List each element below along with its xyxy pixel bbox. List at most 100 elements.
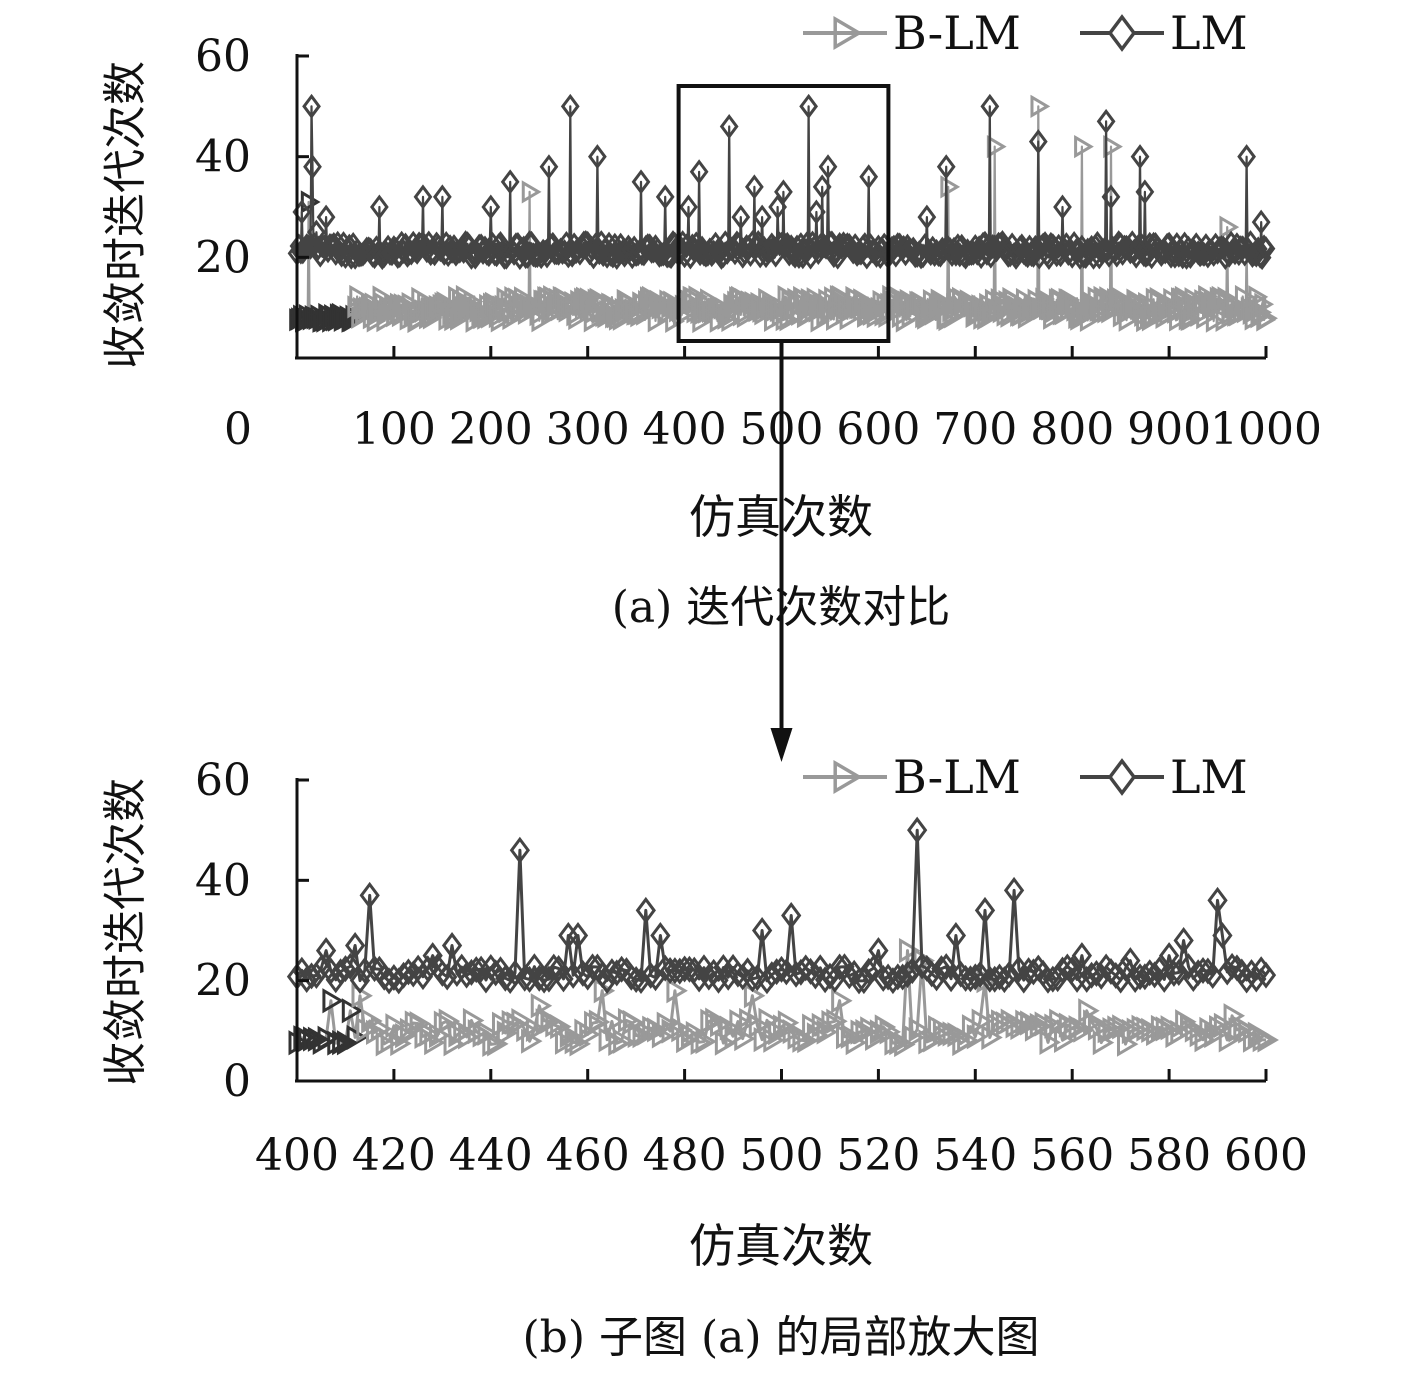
chart-a-lm-point — [869, 234, 888, 260]
chart-b-lm-point — [693, 954, 715, 982]
chart-a-x-tick-label: 100 — [352, 404, 436, 455]
chart-b-lm-point — [853, 967, 874, 995]
chart-b-x-tick-label: 440 — [449, 1130, 533, 1181]
chart-a-lm-point — [316, 204, 336, 230]
chart-a-series-layer — [287, 93, 1278, 334]
chart-b-b-lm-point — [322, 988, 344, 1014]
chart-a-series-b-lm-markers — [289, 94, 1278, 334]
chart-b-lm-point — [640, 961, 661, 989]
chart-b-lm-point — [810, 954, 831, 982]
chart-a-b-lm-point — [1030, 94, 1051, 118]
chart-a-b-lm-point — [810, 309, 831, 333]
chart-a-lm-point — [1096, 108, 1116, 134]
chart-a-b-lm-point — [940, 175, 961, 199]
chart-b-x-tick-label: 560 — [1030, 1130, 1114, 1181]
chart-b-lm-point — [945, 922, 967, 950]
chart-b-lm-point — [1139, 959, 1160, 987]
chart-b-lm-point — [563, 961, 584, 989]
chart-b-b-lm-point — [613, 1028, 635, 1054]
chart-a-lm-point — [917, 204, 937, 230]
chart-b-b-lm-point — [666, 978, 688, 1004]
chart-b-lm-point — [999, 960, 1020, 988]
chart-a-lm-point — [731, 204, 751, 230]
chart-a-b-lm-point — [566, 303, 587, 327]
chart-a-b-lm-point — [401, 291, 422, 316]
chart-a-lm-point — [812, 174, 832, 200]
chart-a-lm-point — [689, 159, 709, 185]
chart-b-lm-point — [1163, 959, 1185, 987]
chart-a-lm-point — [655, 184, 675, 210]
chart-a-lm-point — [936, 154, 956, 180]
chart-a-lm-point — [1237, 144, 1256, 170]
chart-b-lm-point — [1154, 965, 1175, 993]
zoom-arrow-head — [770, 728, 793, 762]
chart-b-lm-point — [887, 963, 908, 991]
chart-a-lm-point — [1233, 235, 1253, 261]
chart-b-lm-point — [509, 836, 530, 864]
chart-a-lm-point — [1256, 236, 1276, 262]
chart-b-lm-point — [1246, 965, 1267, 993]
chart-a-legend: B-LM LM — [803, 6, 1248, 60]
chart-a-lm-point — [743, 230, 762, 256]
chart-b-lm-point — [921, 960, 942, 988]
chart-b-lm-point — [398, 958, 419, 986]
chart-b-lm-point — [1255, 961, 1277, 989]
chart-b-lm-point — [650, 922, 671, 950]
chart-b-lm-point — [790, 958, 812, 986]
chart-b-lm-point — [1037, 966, 1059, 994]
chart-b-b-lm-point — [690, 1029, 713, 1055]
chart-a-lm-point — [514, 235, 534, 261]
chart-a-b-lm-point — [1258, 306, 1278, 330]
chart-b-lm-point — [868, 937, 889, 965]
chart-a-lm-point — [752, 204, 772, 230]
chart-a-lm-point — [1049, 233, 1069, 259]
chart-a-lm-point — [1028, 129, 1048, 155]
chart-b-lm-point — [897, 961, 918, 989]
chart-b-lm-point — [727, 960, 749, 988]
chart-a-lm-point — [768, 194, 787, 220]
chart-b-lm-point — [582, 953, 603, 981]
chart-a-lm-point — [859, 164, 879, 190]
chart-b-x-tick-label: 480 — [643, 1130, 727, 1181]
chart-b-lm-point — [989, 963, 1010, 991]
chart-b-lm-point — [1125, 966, 1146, 994]
chart-a-b-lm-point — [692, 309, 713, 334]
chart-b: 0 20 40 60 400 420 440 460 480 500 520 540 560 580 600… — [100, 750, 1308, 1363]
chart-b-lm-point — [340, 952, 361, 980]
chart-b-x-tick-label: 600 — [1224, 1130, 1308, 1181]
chart-b-lm-point — [412, 963, 434, 991]
chart-a-lm-point — [744, 174, 764, 200]
chart-b-b-lm-point — [903, 1024, 926, 1051]
chart-a-lm-point — [1101, 184, 1121, 210]
legend-b-lm-label: B-LM — [893, 6, 1021, 60]
chart-b-lm-point — [1134, 963, 1155, 991]
chart-b-lm-point — [1217, 958, 1238, 986]
chart-b-x-tick-label: 540 — [933, 1130, 1017, 1181]
chart-b-lm-point — [1173, 927, 1194, 955]
chart-a-x-tick-label: 400 — [643, 404, 727, 455]
chart-b-x-tick-label: 500 — [740, 1130, 824, 1181]
chart-b-lm-point — [974, 896, 996, 924]
chart-a-lm-point — [818, 154, 838, 180]
legend-lm-marker — [1107, 14, 1137, 52]
chart-b-lm-point — [296, 966, 317, 994]
chart-b-b-lm-point — [332, 1030, 354, 1056]
chart-b-lm-point — [504, 959, 526, 987]
chart-b-lm-point — [751, 917, 773, 944]
chart-a-lm-point — [807, 199, 826, 225]
chart-a-lm-point — [855, 232, 875, 258]
chart-b-b-lm-point — [1039, 1029, 1061, 1056]
chart-a-lm-point — [539, 154, 559, 180]
chart-b-b-lm-point — [482, 1031, 504, 1057]
chart-a-x-tick-label: 200 — [449, 404, 533, 455]
chart-b-lm-point — [892, 963, 913, 991]
chart-a-lm-point — [774, 179, 793, 205]
chart-a-b-lm-point — [531, 309, 552, 333]
chart-b-lm-point — [611, 955, 632, 983]
chart-a-lm-point — [588, 144, 607, 170]
chart-b-lm-point — [524, 953, 545, 981]
chart-a-ylabel: 收敛时迭代次数 — [100, 61, 151, 369]
chart-b-lm-point — [979, 965, 1000, 993]
chart-b-lm-point — [553, 965, 574, 993]
